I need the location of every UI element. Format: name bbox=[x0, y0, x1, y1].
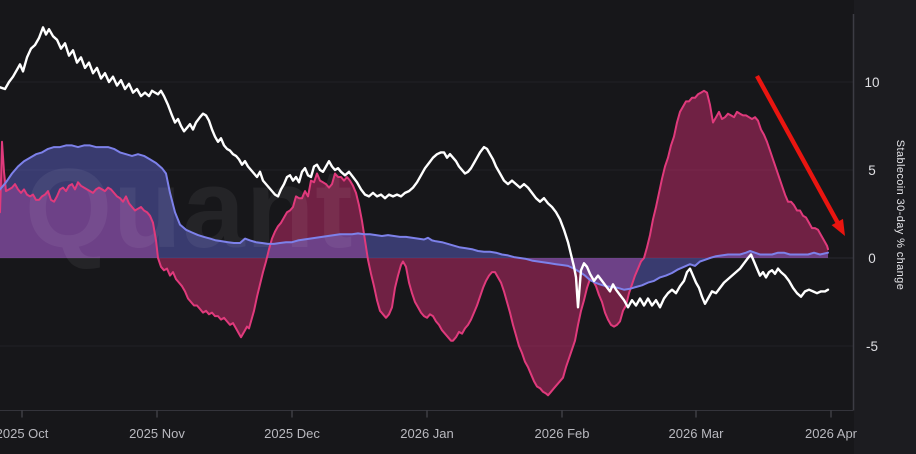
trend-arrow-shaft bbox=[755, 74, 842, 227]
y-axis-tick-label: 10 bbox=[864, 75, 879, 90]
annotations bbox=[755, 74, 845, 236]
series-lines bbox=[0, 26, 830, 397]
magenta-area bbox=[0, 89, 829, 397]
magenta-area-fill bbox=[0, 90, 828, 396]
x-axis-tick-label: 2026 Feb bbox=[535, 426, 590, 441]
y-axis-tick-label: 0 bbox=[868, 251, 876, 266]
right-axis-margin bbox=[854, 0, 916, 454]
white-line bbox=[0, 26, 830, 309]
right-axis-title: Stablecoin 30-day % change bbox=[894, 140, 906, 290]
x-axis-tick-label: 2026 Jan bbox=[400, 426, 454, 441]
y-axis-tick-label: 5 bbox=[868, 163, 876, 178]
purple-area bbox=[0, 144, 829, 291]
purple-area-fill bbox=[0, 145, 828, 290]
trend-arrow-head bbox=[831, 218, 845, 236]
axes: 2025 Oct 2025 Nov 2025 Dec 2026 Jan 2026 Feb… bbox=[0, 14, 880, 441]
x-axis-tick-label: 2026 Mar bbox=[669, 426, 725, 441]
watermark-text: Quant bbox=[25, 146, 354, 271]
y-axis-tick-label: -5 bbox=[866, 339, 878, 354]
x-axis-tick-label: 2025 Nov bbox=[129, 426, 185, 441]
x-axis-tick-label: 2026 Apr bbox=[805, 426, 858, 441]
x-axis-tick-label: 2025 Dec bbox=[264, 426, 320, 441]
series-areas bbox=[0, 90, 828, 396]
x-axis-tick-label: 2025 Oct bbox=[0, 426, 49, 441]
